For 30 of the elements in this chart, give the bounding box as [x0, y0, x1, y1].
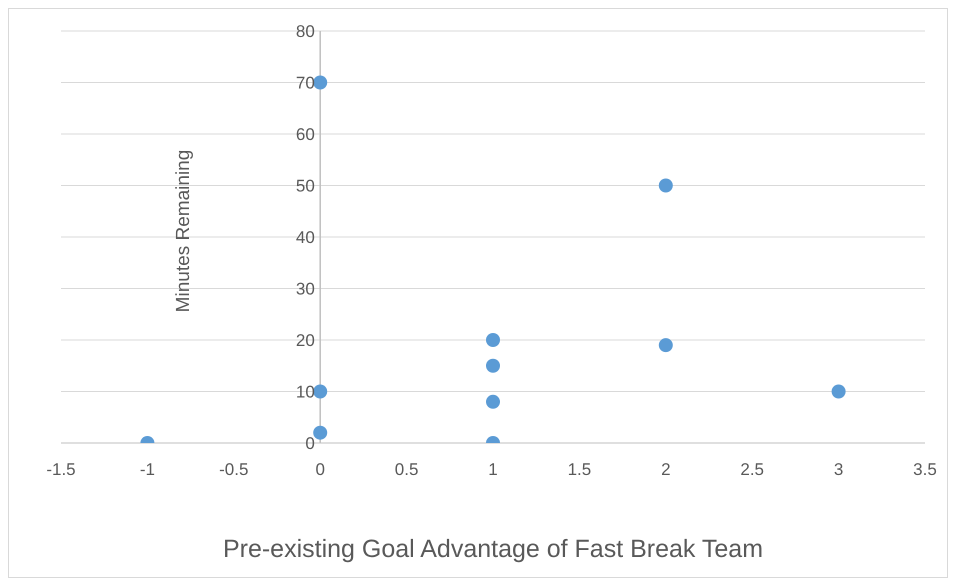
x-tick-label: 0.5	[394, 460, 418, 480]
y-tick-label: 10	[296, 382, 315, 402]
x-tick-label: 3	[834, 460, 844, 480]
y-tick-label: 40	[296, 228, 315, 247]
point	[486, 394, 500, 409]
y-axis-title: Minutes Remaining	[172, 150, 194, 312]
x-tick-label: -0.5	[219, 460, 248, 480]
x-tick-label: 2	[661, 460, 671, 480]
y-tick-label: 80	[296, 22, 315, 41]
x-tick-label: 1.5	[568, 460, 592, 480]
point	[486, 333, 500, 347]
x-tick-label: 2.5	[740, 460, 764, 480]
x-axis-title: Pre-existing Goal Advantage of Fast Break Team	[222, 535, 764, 563]
point	[313, 426, 328, 440]
y-tick-label: 30	[296, 280, 315, 298]
point	[658, 338, 673, 352]
point	[313, 384, 328, 398]
y-tick-label: 70	[296, 74, 315, 92]
point	[313, 76, 328, 90]
x-tick-label: -1	[140, 460, 155, 480]
point	[658, 178, 673, 192]
y-tick-label: 50	[296, 176, 315, 196]
x-tick-label: -1.5	[46, 460, 76, 480]
x-tick-label: 1	[488, 460, 498, 480]
point	[486, 358, 500, 373]
y-tick-label: 20	[296, 331, 315, 350]
y-tick-label: 0	[305, 434, 315, 453]
point	[832, 384, 846, 398]
x-tick-label: 3.5	[913, 460, 937, 480]
y-tick-label: 60	[296, 125, 315, 144]
